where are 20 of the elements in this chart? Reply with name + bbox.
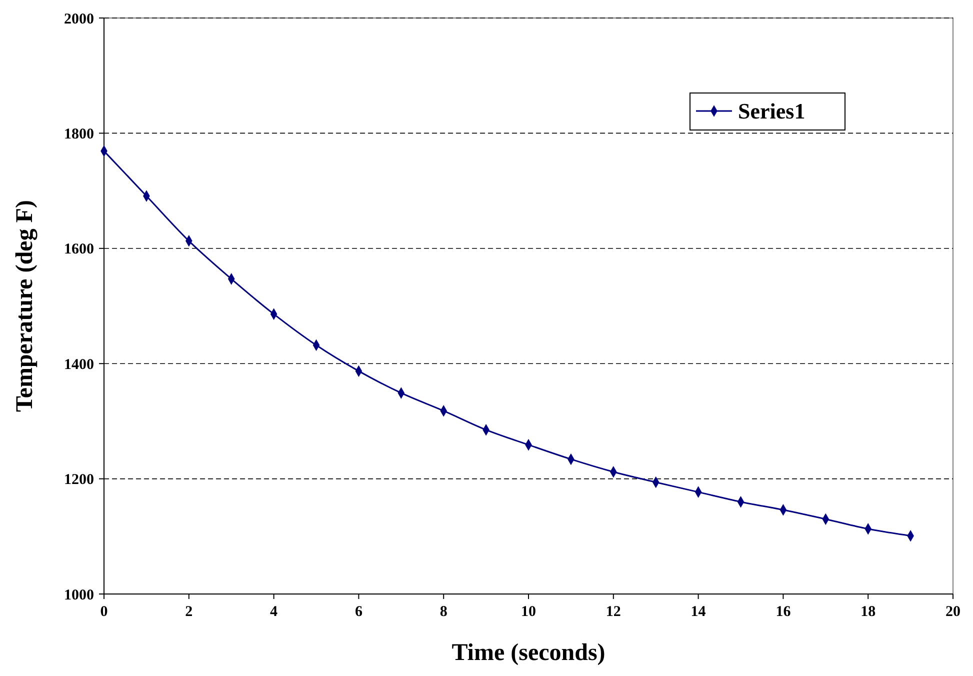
x-tick-label: 20 — [946, 604, 960, 620]
y-tick-label: 1200 — [64, 472, 94, 488]
y-tick-label: 1000 — [64, 587, 94, 604]
y-tick-label: 1600 — [64, 242, 94, 258]
x-tick-label: 2 — [185, 604, 193, 620]
y-tick-label: 1800 — [64, 126, 94, 142]
x-tick-label: 6 — [354, 604, 363, 620]
x-tick-label: 14 — [690, 604, 706, 620]
y-tick-label: 1400 — [64, 356, 94, 373]
y-axis-title: Temperature (deg F) — [12, 200, 38, 412]
x-tick-label: 8 — [440, 604, 448, 620]
x-axis-title: Time (seconds) — [452, 640, 606, 666]
x-tick-label: 10 — [521, 604, 536, 620]
x-tick-label: 12 — [606, 604, 621, 620]
x-tick-label: 18 — [860, 604, 876, 620]
x-tick-label: 4 — [270, 604, 278, 620]
x-tick-label: 16 — [776, 604, 792, 620]
x-tick-label: 0 — [100, 604, 108, 620]
y-tick-label: 2000 — [64, 11, 94, 28]
legend-label: Series1 — [738, 98, 806, 124]
